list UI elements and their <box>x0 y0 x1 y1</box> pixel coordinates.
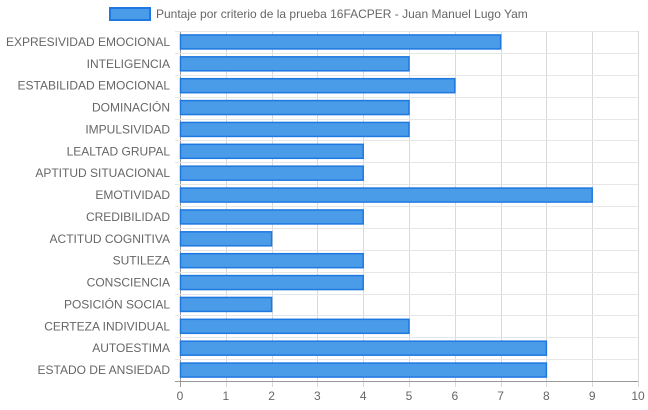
bar[interactable] <box>179 99 410 116</box>
category-label: CERTEZA INDIVIDUAL <box>44 319 170 333</box>
x-tick-label: 7 <box>497 389 504 403</box>
category-label: IMPULSIVIDAD <box>85 122 170 136</box>
category-label: ESTABILIDAD EMOCIONAL <box>18 79 171 93</box>
category-label: SUTILEZA <box>113 254 170 268</box>
bar[interactable] <box>179 187 593 203</box>
category-label: EXPRESIVIDAD EMOCIONAL <box>6 35 170 49</box>
category-label: INTELIGENCIA <box>87 57 170 71</box>
bar[interactable] <box>179 56 410 72</box>
category-label: POSICIÓN SOCIAL <box>64 296 170 311</box>
legend-label[interactable]: Puntaje por criterio de la prueba 16FACP… <box>156 7 528 21</box>
bar[interactable] <box>179 34 502 50</box>
bar[interactable] <box>179 252 364 269</box>
category-label: EMOTIVIDAD <box>95 188 170 202</box>
x-tick-label: 6 <box>451 389 458 403</box>
bar[interactable] <box>179 77 456 94</box>
x-tick-label: 2 <box>268 389 275 403</box>
bar[interactable] <box>179 318 410 335</box>
category-label: LEALTAD GRUPAL <box>67 144 171 158</box>
bar[interactable] <box>179 165 364 181</box>
category-label: CONSCIENCIA <box>87 276 170 290</box>
category-labels: EXPRESIVIDAD EMOCIONAL INTELIGENCIA ESTABI… <box>6 35 170 377</box>
category-label: ESTADO DE ANSIEDAD <box>38 363 171 377</box>
bar[interactable] <box>179 274 364 291</box>
bar[interactable] <box>179 143 364 160</box>
category-label: AUTOESTIMA <box>92 341 170 355</box>
bar[interactable] <box>179 121 410 138</box>
category-label: DOMINACIÓN <box>92 100 170 115</box>
category-label: APTITUD SITUACIONAL <box>35 166 170 180</box>
legend-swatch[interactable] <box>109 7 151 21</box>
bar[interactable] <box>179 231 273 247</box>
bars <box>179 34 593 378</box>
x-axis-ticks: 0 1 2 3 4 5 6 7 8 9 10 <box>177 389 645 403</box>
x-tick-label: 8 <box>543 389 550 403</box>
x-tick-label: 9 <box>589 389 596 403</box>
category-label: ACTITUD COGNITIVA <box>50 232 170 246</box>
x-tick-label: 4 <box>360 389 367 403</box>
x-tick-label: 0 <box>177 389 184 403</box>
bar[interactable] <box>179 209 364 225</box>
bar[interactable] <box>179 362 548 378</box>
x-tick-label: 1 <box>222 389 229 403</box>
x-tick-label: 3 <box>314 389 321 403</box>
bar[interactable] <box>179 340 548 356</box>
x-tick-label: 10 <box>631 389 645 403</box>
category-label: CREDIBILIDAD <box>86 210 170 224</box>
bar[interactable] <box>179 296 273 313</box>
x-tick-label: 5 <box>406 389 413 403</box>
legend[interactable]: Puntaje por criterio de la prueba 16FACP… <box>109 7 528 21</box>
